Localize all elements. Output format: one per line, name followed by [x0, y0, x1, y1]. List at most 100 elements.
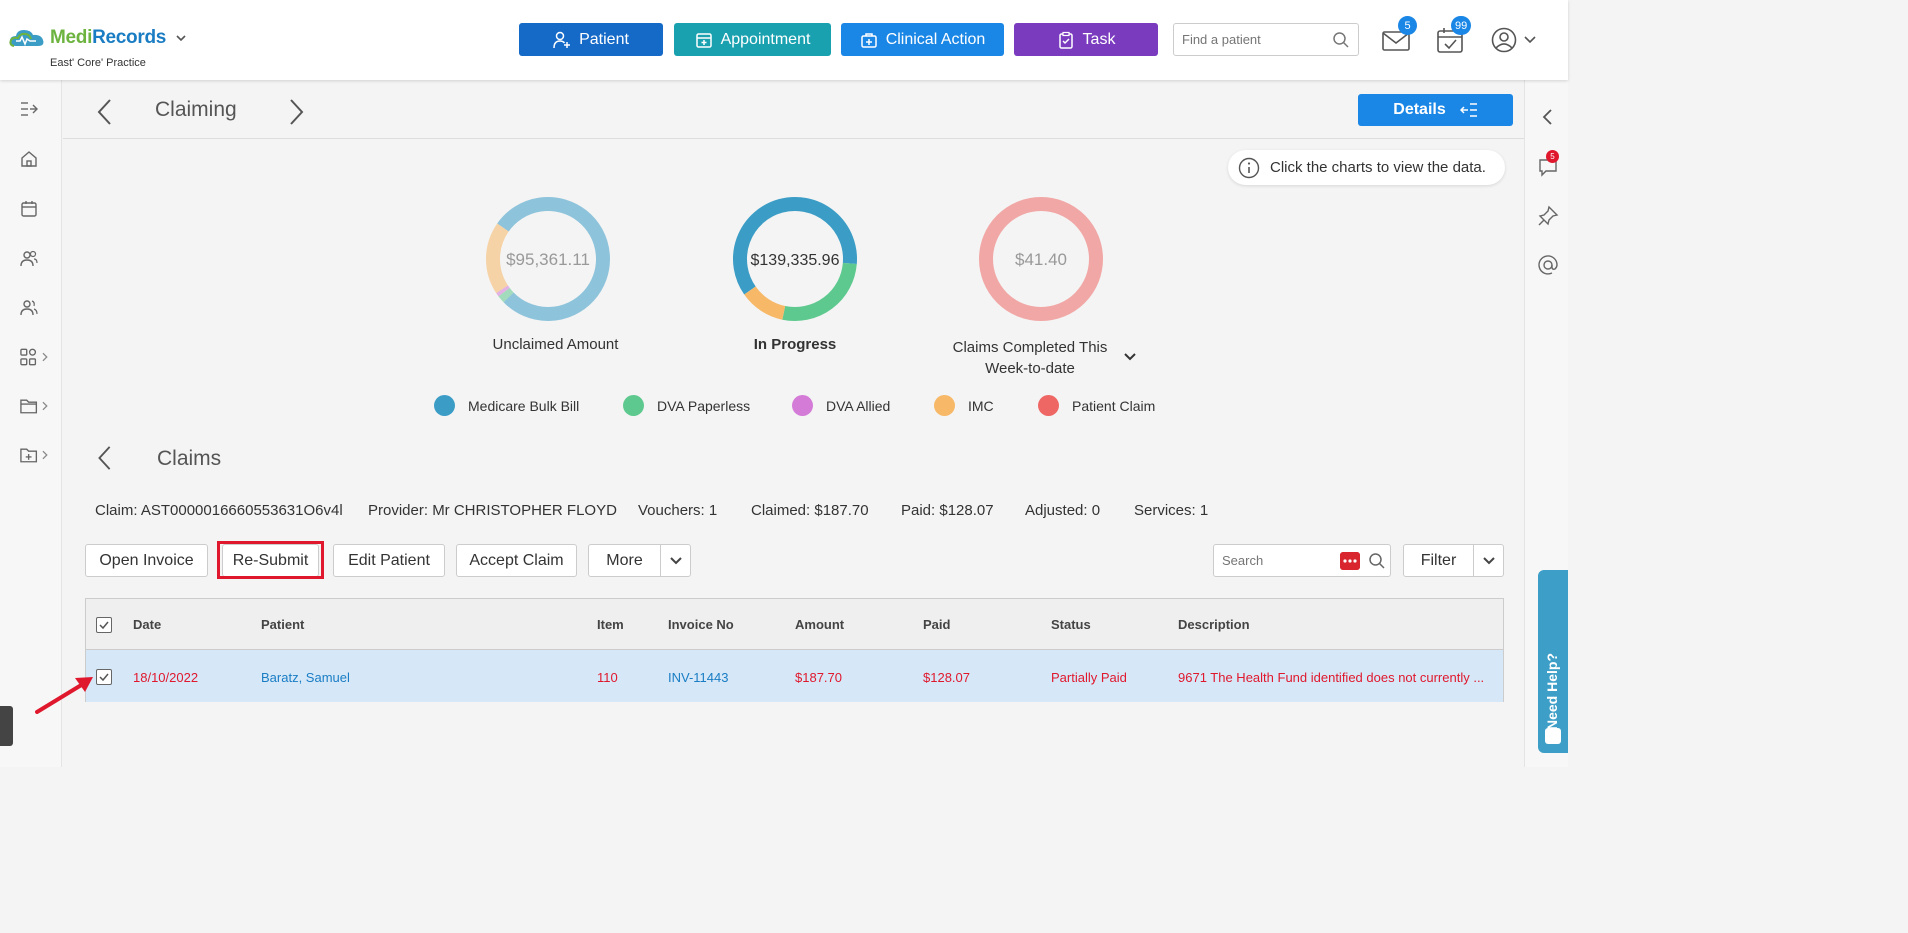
medical-kit-icon [860, 32, 877, 48]
legend-item-dva-allied[interactable]: DVA Allied [792, 395, 890, 416]
side-panel-tab[interactable] [0, 706, 13, 746]
open-invoice-button[interactable]: Open Invoice [85, 544, 208, 577]
donut-slice[interactable] [782, 262, 857, 321]
legend-label: IMC [968, 397, 994, 414]
donut-slice[interactable] [496, 285, 510, 297]
folder-icon[interactable] [19, 395, 49, 417]
page-toolbar: Claiming Details [63, 80, 1524, 139]
edit-patient-button[interactable]: Edit Patient [333, 544, 445, 577]
donut-slice[interactable] [486, 223, 509, 294]
search-icon[interactable] [1332, 31, 1350, 49]
calendar-icon[interactable] [19, 198, 49, 220]
row-checkbox[interactable] [96, 669, 112, 685]
brand-name: MediRecords [50, 27, 167, 48]
more-button[interactable]: More [589, 545, 661, 576]
forward-arrow-icon[interactable] [287, 98, 305, 126]
mail-count-badge: 5 [1398, 16, 1417, 35]
claim-services: Services: 1 [1134, 502, 1209, 519]
pin-icon[interactable] [1537, 205, 1559, 227]
claims-search-input[interactable] [1222, 553, 1332, 568]
expand-menu-icon[interactable] [19, 98, 49, 120]
legend-item-medicare[interactable]: Medicare Bulk Bill [434, 395, 579, 416]
unclaimed-amount-chart[interactable]: $95,361.11 [485, 196, 611, 322]
cell-date: 18/10/2022 [133, 670, 199, 685]
cloud-logo-icon [9, 30, 44, 47]
user-account-icon[interactable] [1490, 26, 1540, 54]
claims-back-arrow-icon[interactable] [96, 445, 114, 471]
chevron-left-icon[interactable] [1537, 106, 1559, 128]
details-button[interactable]: Details [1358, 94, 1513, 126]
help-chat-icon [1545, 728, 1561, 744]
patients-icon[interactable] [19, 248, 49, 270]
info-icon [1238, 157, 1260, 178]
need-help-tab[interactable]: Need Help? [1538, 570, 1568, 753]
mail-icon[interactable] [1381, 26, 1411, 54]
apps-icon[interactable] [19, 346, 49, 368]
cell-status: Partially Paid [1051, 670, 1127, 685]
cell-item: 110 [597, 670, 618, 685]
back-arrow-icon[interactable] [96, 98, 114, 126]
accept-claim-button[interactable]: Accept Claim [456, 544, 577, 577]
collapse-panel-icon [1459, 103, 1477, 117]
mention-icon[interactable] [1537, 254, 1559, 276]
donut-slice[interactable] [979, 197, 1103, 321]
legend-label: Patient Claim [1072, 397, 1156, 414]
pointer-arrow-icon [35, 677, 93, 714]
filter-button[interactable]: Filter [1404, 545, 1474, 576]
cell-patient[interactable]: Baratz, Samuel [261, 670, 350, 685]
chevron-down-icon[interactable] [1124, 352, 1136, 362]
cell-description: 9671 The Health Fund identified does not… [1178, 670, 1485, 685]
donut-slice[interactable] [498, 287, 514, 303]
practice-name: East' Core' Practice [50, 57, 146, 69]
chevron-down-icon[interactable] [661, 545, 690, 576]
filter-dropdown[interactable]: Filter [1403, 544, 1504, 577]
find-patient-search[interactable] [1173, 23, 1359, 56]
claim-claimed: Claimed: $187.70 [751, 502, 869, 519]
col-invoice[interactable]: Invoice No [668, 617, 734, 632]
cell-invoice[interactable]: INV-11443 [668, 670, 729, 685]
legend-item-patient-claim[interactable]: Patient Claim [1038, 395, 1155, 416]
donut-slice[interactable] [744, 286, 786, 320]
contacts-icon[interactable] [19, 297, 49, 319]
donut-slice[interactable] [497, 197, 610, 321]
col-patient[interactable]: Patient [261, 617, 305, 632]
donut-slice[interactable] [733, 197, 857, 295]
chevron-down-icon[interactable] [174, 31, 188, 45]
brand[interactable]: MediRecords [8, 26, 188, 50]
unclaimed-label: Unclaimed Amount [492, 336, 619, 353]
col-paid[interactable]: Paid [923, 617, 951, 632]
left-sidebar [0, 80, 62, 767]
appointment-button-label: Appointment [720, 30, 811, 48]
claim-id: Claim: AST0000016660553631O6v4l [95, 502, 343, 519]
more-dropdown[interactable]: More [588, 544, 691, 577]
chevron-down-icon[interactable] [1474, 545, 1503, 576]
col-date[interactable]: Date [133, 617, 162, 632]
legend-item-imc[interactable]: IMC [934, 395, 994, 416]
home-icon[interactable] [19, 148, 49, 170]
in-progress-chart[interactable]: $139,335.96 [732, 196, 858, 322]
col-amount[interactable]: Amount [795, 617, 845, 632]
new-appointment-button[interactable]: Appointment [674, 23, 831, 56]
col-description[interactable]: Description [1178, 617, 1250, 632]
details-button-label: Details [1393, 101, 1446, 118]
cell-amount: $187.70 [795, 670, 842, 685]
clinical-action-button[interactable]: Clinical Action [841, 23, 1004, 56]
select-all-checkbox[interactable] [96, 617, 112, 633]
find-patient-input[interactable] [1182, 32, 1322, 47]
need-help-label: Need Help? [1544, 652, 1560, 730]
calendar-plus-icon [695, 32, 712, 48]
resubmit-button[interactable]: Re-Submit [222, 544, 319, 577]
col-item[interactable]: Item [597, 617, 624, 632]
legend-item-dva-paperless[interactable]: DVA Paperless [623, 395, 750, 416]
new-task-button[interactable]: Task [1014, 23, 1158, 56]
charts-info-tip: Click the charts to view the data. [1228, 150, 1505, 185]
col-status[interactable]: Status [1051, 617, 1091, 632]
claims-search[interactable] [1213, 544, 1391, 577]
claims-completed-chart[interactable]: $41.40 [978, 196, 1104, 322]
more-options-icon[interactable] [1340, 552, 1360, 570]
table-row[interactable]: 18/10/2022 Baratz, Samuel 110 INV-11443 … [86, 650, 1503, 702]
new-patient-button[interactable]: Patient [519, 23, 663, 56]
search-icon[interactable] [1368, 552, 1386, 570]
claim-provider: Provider: Mr CHRISTOPHER FLOYD [368, 502, 617, 519]
folder-add-icon[interactable] [19, 444, 49, 466]
